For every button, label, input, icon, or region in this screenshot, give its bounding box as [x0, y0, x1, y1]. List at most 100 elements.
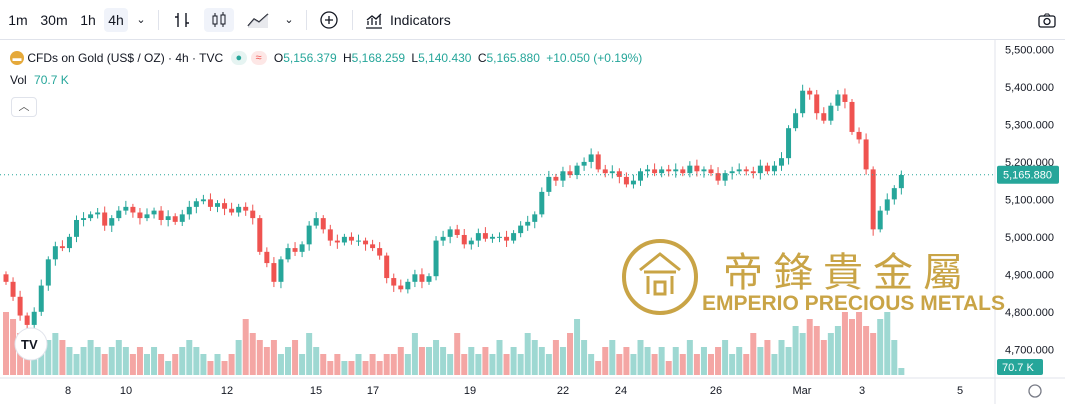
- volume-bar: [559, 347, 566, 375]
- candle-body: [680, 169, 686, 174]
- close-value: 5,165.880: [486, 50, 540, 65]
- volume-bar: [341, 361, 348, 375]
- indicators-button[interactable]: Indicators: [364, 8, 464, 32]
- volume-bar: [193, 347, 200, 375]
- candle-body: [306, 225, 312, 245]
- watermark-chinese: 帝鋒貴金屬: [723, 250, 973, 296]
- change-value: +10.050 (+0.19%): [546, 50, 643, 65]
- volume-bar: [792, 326, 799, 375]
- volume-bar: [447, 354, 454, 375]
- candle-body: [377, 248, 383, 256]
- volume-bar: [214, 354, 221, 375]
- collapse-legend-button[interactable]: ︿: [11, 97, 37, 117]
- volume-bar: [249, 333, 256, 375]
- volume-bar: [411, 333, 418, 375]
- candle-body: [814, 94, 820, 114]
- price-chart[interactable]: 5,500.0005,400.0005,300.0005,200.0005,10…: [0, 40, 1065, 404]
- candle-body: [645, 169, 651, 172]
- candle-body: [292, 248, 298, 252]
- candle-body: [313, 218, 319, 226]
- timeframe-4h[interactable]: 4h: [104, 8, 128, 32]
- chevron-down-icon[interactable]: ⌄: [136, 14, 146, 26]
- candle-body: [877, 210, 883, 230]
- top-toolbar: 1m 30m 1h 4h ⌄ ⌄ Indicators: [0, 0, 1065, 40]
- candle-body: [137, 212, 143, 219]
- candle-body: [729, 171, 735, 174]
- volume-bar: [136, 347, 143, 375]
- volume-bar: [834, 326, 841, 375]
- candle-body: [588, 154, 594, 162]
- volume-bar: [856, 312, 863, 375]
- candle-body: [320, 218, 326, 230]
- area-chart-icon[interactable]: [242, 8, 274, 32]
- timeframe-30m[interactable]: 30m: [40, 12, 68, 28]
- candle-body: [299, 244, 305, 252]
- candle-body: [31, 311, 37, 325]
- candle-body: [95, 212, 101, 215]
- candle-body: [715, 173, 721, 181]
- candle-body: [525, 221, 531, 226]
- price-tick-label: 5,100.000: [1005, 194, 1054, 206]
- time-tick-label: 26: [710, 385, 722, 397]
- volume-bar: [884, 312, 891, 375]
- candle-body: [659, 169, 665, 174]
- bar-chart-icon[interactable]: [168, 8, 196, 32]
- time-tick-label: 10: [120, 385, 132, 397]
- timeframe-1m[interactable]: 1m: [8, 12, 28, 28]
- candle-body: [356, 240, 361, 242]
- candle-body: [271, 263, 277, 282]
- volume-bar: [545, 354, 552, 375]
- candle-body: [130, 206, 136, 213]
- candle-body: [88, 214, 94, 219]
- volume-bar: [679, 354, 686, 375]
- time-tick-label: Mar: [793, 385, 812, 397]
- camera-icon[interactable]: [1034, 8, 1060, 32]
- timeframe-1h[interactable]: 1h: [80, 12, 96, 28]
- symbol-title[interactable]: CFDs on Gold (US$ / OZ) · 4h · TVC: [27, 50, 224, 65]
- candles-icon[interactable]: [204, 8, 234, 32]
- candle-body: [828, 105, 834, 121]
- price-tick-label: 5,400.000: [1005, 82, 1054, 94]
- candle-body: [172, 216, 178, 222]
- candle-body: [870, 169, 876, 230]
- volume-bar: [827, 333, 834, 375]
- volume-bar: [651, 354, 658, 375]
- candle-body: [511, 233, 517, 241]
- candle-body: [567, 171, 573, 176]
- candle-body: [17, 296, 23, 316]
- candle-body: [736, 169, 742, 172]
- volume-bar: [200, 354, 207, 375]
- volume-bar: [863, 326, 870, 375]
- volume-bar: [743, 354, 750, 375]
- candle-body: [475, 233, 481, 241]
- candle-body: [638, 171, 643, 181]
- candle-body: [602, 169, 608, 174]
- candle-body: [468, 240, 474, 245]
- candle-body: [200, 199, 206, 202]
- candle-body: [66, 236, 72, 249]
- candle-body: [849, 101, 855, 132]
- volume-bar: [616, 354, 623, 375]
- chevron-down-icon[interactable]: ⌄: [284, 14, 294, 26]
- volume-bar: [355, 354, 362, 375]
- candle-body: [123, 206, 129, 211]
- compare-add-icon[interactable]: [316, 8, 342, 32]
- volume-bar: [348, 361, 355, 375]
- close-label: C: [477, 50, 487, 65]
- volume-bar: [433, 340, 440, 375]
- volume-bar: [461, 354, 468, 375]
- volume-bar: [320, 354, 327, 375]
- candle-body: [278, 259, 284, 282]
- candle-body: [419, 274, 425, 282]
- open-value: 5,156.379: [283, 50, 337, 65]
- volume-bar: [292, 340, 299, 375]
- emperio-logo-icon: [622, 239, 698, 315]
- candle-body: [165, 216, 171, 220]
- candle-body: [891, 188, 897, 200]
- candle-body: [807, 90, 813, 95]
- volume-bar: [94, 347, 101, 375]
- candle-body: [243, 206, 249, 211]
- candle-body: [250, 210, 256, 219]
- toolbar-divider: [158, 10, 159, 30]
- candle-body: [489, 236, 495, 239]
